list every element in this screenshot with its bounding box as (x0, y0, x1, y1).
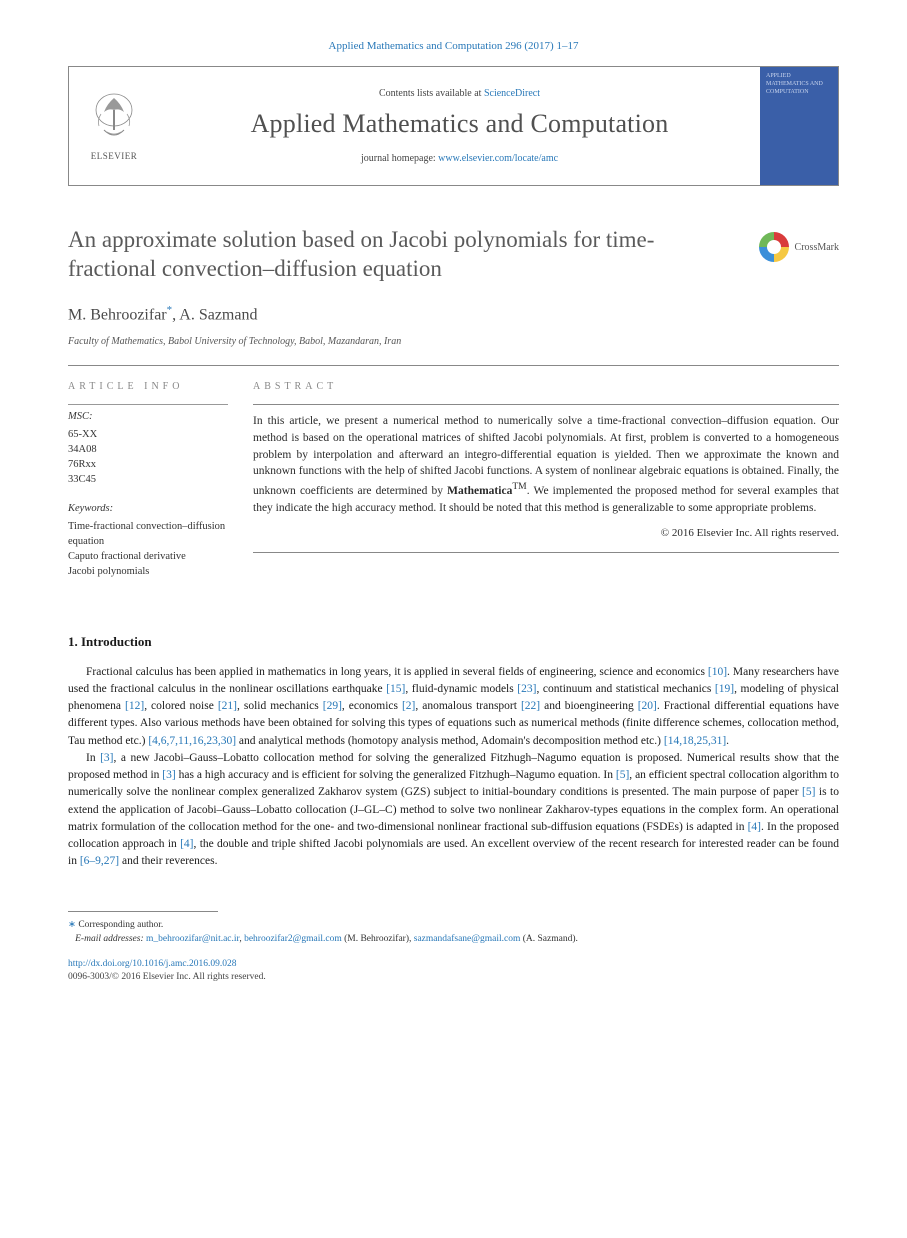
abstract-label: ABSTRACT (253, 380, 839, 395)
email-footnote: E-mail addresses: m_behroozifar@nit.ac.i… (68, 932, 839, 946)
author-1-paren: (M. Behroozifar), (342, 934, 414, 944)
authors: M. Behroozifar*, A. Sazmand (68, 304, 839, 324)
p1-i: , anomalous transport (415, 700, 521, 712)
p1-d: , continuum and statistical mechanics (536, 683, 714, 695)
ref-22[interactable]: [22] (521, 700, 540, 712)
author-1: M. Behroozifar (68, 306, 167, 323)
issn-copyright: 0096-3003/© 2016 Elsevier Inc. All right… (68, 971, 839, 984)
keywords-block: Keywords: Time-fractional convection–dif… (68, 501, 233, 579)
ref-3b[interactable]: [3] (162, 769, 175, 781)
sciencedirect-link[interactable]: ScienceDirect (484, 88, 540, 99)
ref-10[interactable]: [10] (708, 666, 727, 678)
keyword-1: Caputo fractional derivative (68, 549, 233, 564)
journal-name: Applied Mathematics and Computation (251, 109, 669, 139)
ref-set-1[interactable]: [4,6,7,11,16,23,30] (148, 735, 236, 747)
email-3[interactable]: sazmandafsane@gmail.com (414, 934, 521, 944)
paragraph-1: Fractional calculus has been applied in … (68, 664, 839, 750)
software-name: Mathematica (447, 485, 512, 497)
keyword-2: Jacobi polynomials (68, 564, 233, 579)
paragraph-2: In [3], a new Jacobi–Gauss–Lobatto collo… (68, 750, 839, 871)
corresponding-footnote: ∗ Corresponding author. (68, 918, 839, 932)
footnote-separator (68, 911, 218, 912)
ref-23[interactable]: [23] (517, 683, 536, 695)
publisher-name: ELSEVIER (91, 151, 138, 161)
msc-2: 76Rxx (68, 457, 233, 472)
homepage-prefix: journal homepage: (361, 153, 438, 164)
p2-h: and their reverences. (119, 855, 217, 867)
msc-1: 34A08 (68, 442, 233, 457)
ref-21[interactable]: [21] (218, 700, 237, 712)
msc-0: 65-XX (68, 427, 233, 442)
author-rest: , A. Sazmand (172, 306, 257, 323)
section-1-body: Fractional calculus has been applied in … (68, 664, 839, 871)
ref-19[interactable]: [19] (715, 683, 734, 695)
article-title: An approximate solution based on Jacobi … (68, 226, 759, 284)
journal-cover-thumb: APPLIED MATHEMATICS AND COMPUTATION (760, 67, 838, 185)
homepage-link[interactable]: www.elsevier.com/locate/amc (438, 153, 558, 164)
ref-4a[interactable]: [4] (748, 821, 761, 833)
section-1-heading: 1. Introduction (68, 634, 839, 650)
email-label: E-mail addresses: (75, 934, 144, 944)
crossmark-label: CrossMark (795, 242, 839, 253)
p1-l: and analytical methods (homotopy analysi… (236, 735, 664, 747)
cover-text: APPLIED MATHEMATICS AND COMPUTATION (766, 73, 832, 96)
p1-m: . (726, 735, 729, 747)
doi-link[interactable]: http://dx.doi.org/10.1016/j.amc.2016.09.… (68, 958, 839, 971)
ref-12[interactable]: [12] (125, 700, 144, 712)
p1-j: and bioengineering (540, 700, 638, 712)
homepage-line: journal homepage: www.elsevier.com/locat… (361, 153, 558, 164)
ref-2[interactable]: [2] (402, 700, 415, 712)
ref-20[interactable]: [20] (638, 700, 657, 712)
email-1[interactable]: m_behroozifar@nit.ac.ir (146, 934, 239, 944)
article-info-label: ARTICLE INFO (68, 380, 233, 395)
ref-3a[interactable]: [3] (100, 752, 113, 764)
abstract-copyright: © 2016 Elsevier Inc. All rights reserved… (253, 526, 839, 542)
corr-label: Corresponding author. (78, 920, 163, 930)
trademark: TM (512, 481, 526, 492)
elsevier-tree-icon (89, 92, 139, 147)
author-2-paren: (A. Sazmand). (520, 934, 578, 944)
p1-f: , colored noise (144, 700, 218, 712)
msc-3: 33C45 (68, 472, 233, 487)
abstract-bottom-divider (253, 552, 839, 553)
abstract-text: In this article, we present a numerical … (253, 413, 839, 516)
msc-block: MSC: 65-XX 34A08 76Rxx 33C45 (68, 404, 233, 487)
ref-set-3[interactable]: [6–9,27] (80, 855, 119, 867)
msc-label: MSC: (68, 409, 233, 424)
ref-5b[interactable]: [5] (802, 786, 815, 798)
p1-a: Fractional calculus has been applied in … (86, 666, 708, 678)
ref-29[interactable]: [29] (323, 700, 342, 712)
header-center: Contents lists available at ScienceDirec… (159, 67, 760, 185)
crossmark-badge[interactable]: CrossMark (759, 232, 839, 262)
p2-c: has a high accuracy and is efficient for… (176, 769, 616, 781)
ref-5a[interactable]: [5] (616, 769, 629, 781)
footnotes: ∗ Corresponding author. E-mail addresses… (68, 918, 839, 947)
affiliation: Faculty of Mathematics, Babol University… (68, 336, 839, 347)
top-citation: Applied Mathematics and Computation 296 … (68, 40, 839, 52)
abstract-divider (253, 404, 839, 405)
asterisk: ∗ (68, 920, 76, 930)
ref-4b[interactable]: [4] (180, 838, 193, 850)
contents-prefix: Contents lists available at (379, 88, 484, 99)
ref-15[interactable]: [15] (386, 683, 405, 695)
keywords-label: Keywords: (68, 501, 233, 516)
p1-h: , economics (342, 700, 402, 712)
p1-g: , solid mechanics (237, 700, 323, 712)
article-info-column: ARTICLE INFO MSC: 65-XX 34A08 76Rxx 33C4… (68, 380, 253, 594)
email-2[interactable]: behroozifar2@gmail.com (244, 934, 342, 944)
crossmark-icon (759, 232, 789, 262)
publisher-logo: ELSEVIER (69, 67, 159, 185)
p1-c: , fluid-dynamic models (405, 683, 517, 695)
doi-block: http://dx.doi.org/10.1016/j.amc.2016.09.… (68, 958, 839, 985)
ref-set-2[interactable]: [14,18,25,31] (664, 735, 726, 747)
p2-a: In (86, 752, 100, 764)
abstract-column: ABSTRACT In this article, we present a n… (253, 380, 839, 594)
contents-line: Contents lists available at ScienceDirec… (379, 88, 540, 99)
journal-header: ELSEVIER Contents lists available at Sci… (68, 66, 839, 186)
keyword-0: Time-fractional convection–diffusion equ… (68, 519, 233, 549)
